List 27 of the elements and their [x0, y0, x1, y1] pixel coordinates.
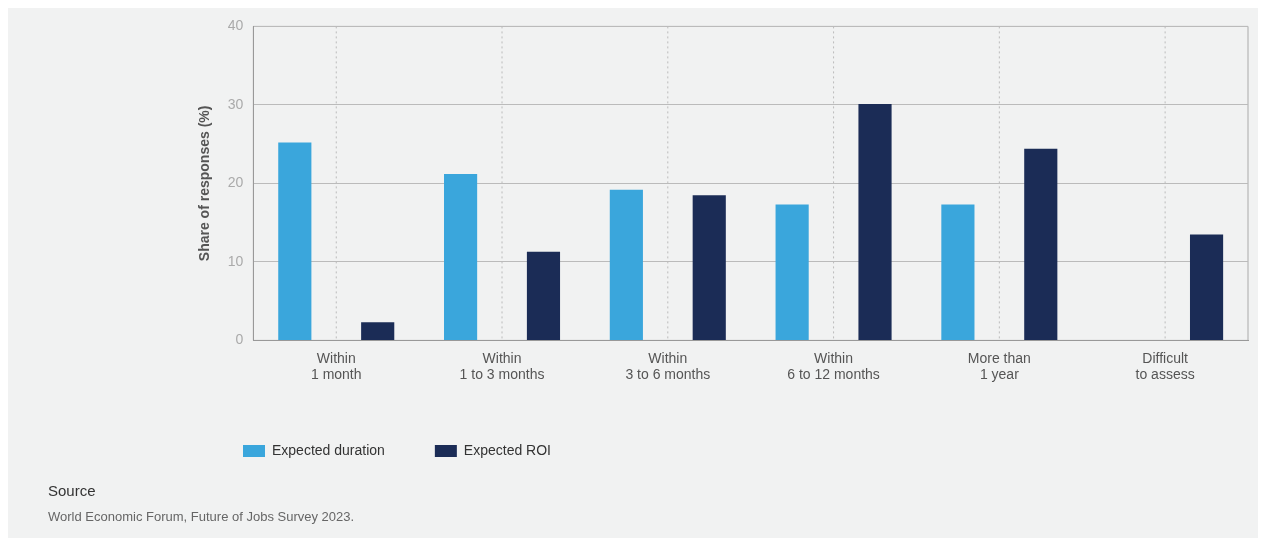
y-tick-label: 30	[227, 95, 244, 112]
bar	[692, 195, 726, 340]
text: World Economic Forum, Future of Jobs Survey 2023.	[48, 509, 356, 524]
y-tick-label: 20	[227, 174, 244, 191]
bar	[1189, 234, 1224, 340]
bar	[444, 173, 478, 340]
legend-label: Expected ROI	[463, 441, 552, 458]
bar	[361, 322, 395, 340]
bar	[941, 204, 975, 340]
x-tick-label: Within 1 month	[310, 349, 362, 383]
text: Source	[48, 482, 97, 499]
y-axis-title: Share of responses (%)	[196, 105, 213, 262]
bar	[278, 142, 312, 340]
bar	[775, 204, 809, 340]
bar	[609, 189, 643, 340]
x-tick-label: Within 6 to 12 months	[787, 349, 880, 383]
x-tick-label: More than 1 year	[967, 349, 1031, 383]
x-tick-label: Difficult to assess	[1135, 349, 1195, 383]
bar	[1024, 148, 1058, 340]
x-tick-label: Within 1 to 3 months	[459, 349, 545, 383]
bar	[526, 251, 561, 340]
y-tick-label: 0	[235, 331, 244, 348]
x-tick-label: Within 3 to 6 months	[625, 349, 711, 383]
legend-label: Expected duration	[272, 441, 385, 458]
bar	[858, 104, 892, 340]
y-tick-label: 10	[227, 252, 244, 269]
y-tick-label: 40	[227, 17, 244, 34]
